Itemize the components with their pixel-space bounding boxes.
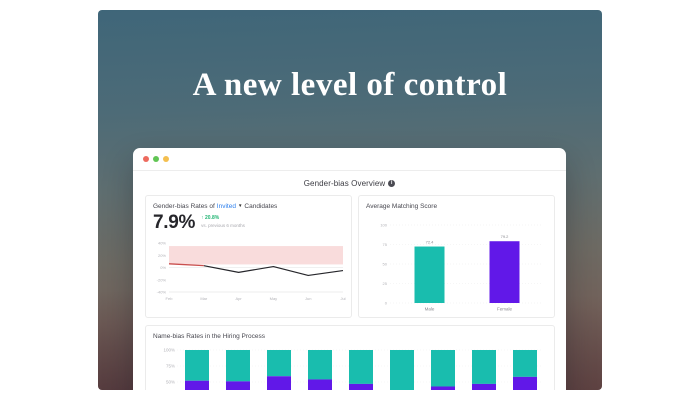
dashboard-header: Gender-bias Overview i (133, 171, 566, 196)
app-window: Gender-bias Overview i Gender-bias Rates… (133, 148, 566, 390)
svg-text:Female: Female (497, 307, 513, 312)
gender-bias-panel-title: Gender-bias Rates of Invited ▼ Candidate… (153, 203, 344, 210)
gender-bias-title-suffix: Candidates (244, 203, 278, 210)
dashboard-title: Gender-bias Overview (303, 179, 386, 188)
delta-block: ↑ 20.8% vs. previous 6 months (201, 213, 245, 228)
svg-text:-40%: -40% (157, 290, 167, 295)
svg-text:-20%: -20% (157, 277, 167, 282)
gender-bias-rate-value: 7.9% (153, 212, 196, 233)
svg-text:0%: 0% (160, 265, 166, 270)
svg-text:100: 100 (380, 223, 387, 228)
svg-text:Mar: Mar (200, 296, 208, 301)
matching-score-panel: Average Matching Score 100 75 50 25 0 72.4 Mal… (358, 195, 555, 318)
minimize-window-button[interactable] (153, 156, 159, 162)
matching-score-bar-chart: 100 75 50 25 0 72.4 Male 79.2 Female (380, 223, 542, 312)
hero-banner: A new level of control Gender-bias Overv… (98, 10, 602, 390)
svg-text:72.4: 72.4 (426, 240, 435, 245)
info-icon[interactable]: i (388, 180, 396, 187)
svg-text:75: 75 (383, 242, 388, 247)
chevron-down-icon[interactable]: ▼ (237, 203, 243, 209)
svg-text:Feb: Feb (166, 296, 174, 301)
close-window-button[interactable] (143, 156, 149, 162)
svg-text:75%: 75% (166, 364, 175, 369)
matching-score-title: Average Matching Score (366, 203, 438, 210)
kpi-row: 7.9% ↑ 20.8% vs. previous 6 months (153, 213, 344, 235)
svg-text:79.2: 79.2 (501, 234, 510, 239)
svg-text:20%: 20% (158, 253, 166, 258)
gender-bias-panel: Gender-bias Rates of Invited ▼ Candidate… (145, 195, 352, 318)
svg-text:0: 0 (385, 301, 388, 306)
svg-text:Jul: Jul (340, 296, 345, 301)
svg-text:50%: 50% (166, 380, 175, 385)
delta-caption: vs. previous 6 months (201, 222, 245, 228)
delta-up-badge: ↑ 20.8% (201, 215, 220, 221)
svg-text:100%: 100% (163, 348, 175, 353)
svg-text:25: 25 (383, 281, 388, 286)
svg-text:May: May (270, 296, 278, 301)
svg-text:Jun: Jun (305, 296, 311, 301)
zoom-window-button[interactable] (163, 156, 169, 162)
hero-heading: A new level of control (192, 67, 508, 103)
name-bias-stacked-chart: 100% 75% 50% (163, 348, 543, 390)
name-bias-panel: Name-bias Rates in the Hiring Process 10… (145, 325, 555, 390)
svg-text:50: 50 (383, 262, 388, 267)
svg-text:40%: 40% (158, 241, 166, 246)
name-bias-title: Name-bias Rates in the Hiring Process (153, 333, 265, 340)
window-titlebar (133, 148, 566, 171)
svg-text:Male: Male (425, 307, 435, 312)
invited-dropdown[interactable]: Invited (216, 203, 236, 210)
gender-bias-title-prefix: Gender-bias Rates of (153, 203, 215, 210)
gender-bias-line-chart: 40% 20% 0% -20% -40%Feb Mar Apr May Jun Jul (157, 241, 346, 302)
svg-text:Apr: Apr (235, 296, 242, 301)
